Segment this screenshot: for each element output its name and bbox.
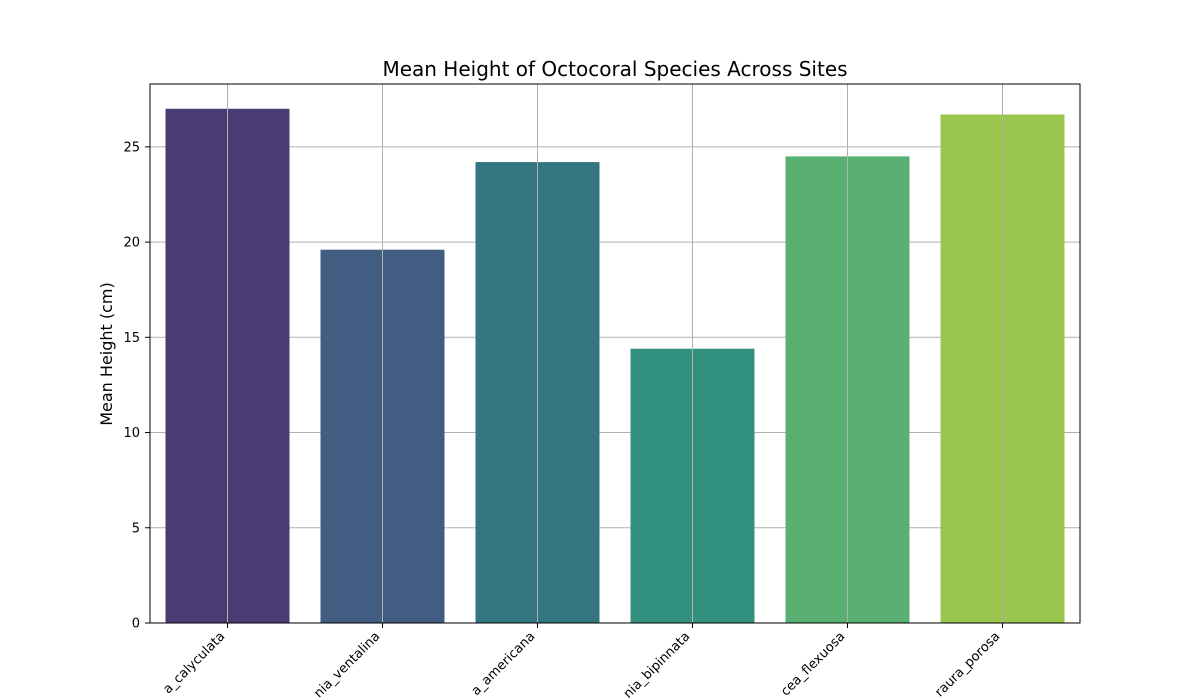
y-tick-label: 20 (123, 236, 140, 251)
x-tick-label: a_americana (469, 629, 539, 699)
y-axis-label: Mean Height (cm) (97, 282, 116, 426)
x-tick-label: cea_flexuosa (778, 629, 848, 699)
chart-title: Mean Height of Octocoral Species Across … (382, 57, 847, 81)
y-tick-label: 10 (123, 426, 140, 441)
bars (165, 108, 1065, 624)
x-tick-label: nia_ventalina (311, 629, 383, 700)
plot-area-frame (149, 83, 1081, 624)
x-tick-label: nia_bipinnata (621, 629, 694, 700)
x-axis-ticks: a_calyculata nia_ventalina a_americana nia_… (161, 623, 1003, 700)
x-tick-label: raura_porosa (932, 629, 1003, 700)
y-tick-label: 25 (123, 140, 140, 155)
y-axis-ticks: 0 5 10 15 20 25 (123, 140, 150, 632)
x-tick-label: a_calyculata (161, 629, 229, 697)
vertical-grid (227, 84, 1003, 623)
y-tick-label: 15 (123, 331, 140, 346)
y-tick-label: 5 (132, 521, 140, 536)
y-tick-label: 0 (132, 617, 140, 632)
